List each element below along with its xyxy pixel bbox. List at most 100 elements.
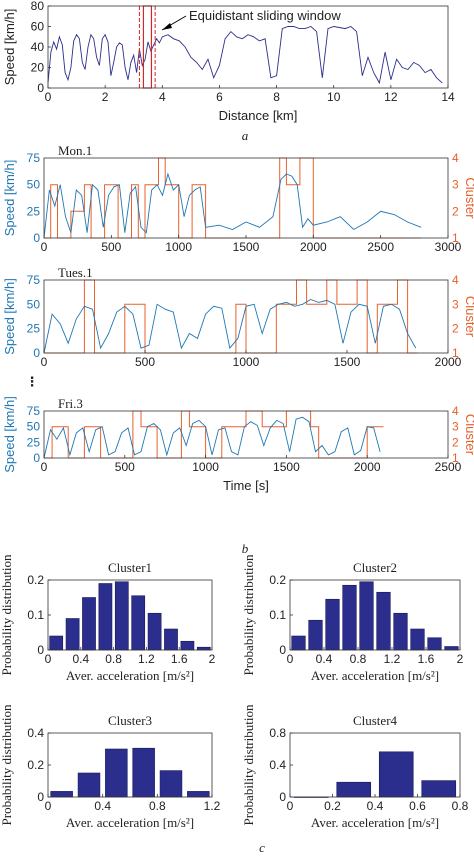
x-tick-label-c4: 0.8: [452, 799, 469, 813]
x-tick-label-c4: 0.6: [409, 799, 426, 813]
x-axis-label-c1: Aver. acceleration [m/s²]: [66, 668, 194, 683]
x-tick-label-a: 10: [327, 90, 341, 104]
y2-tick-label-b3: 2: [452, 435, 459, 449]
x-tick-label-c3: 0.4: [94, 799, 111, 813]
y2-tick-label-b1: 2: [452, 204, 459, 218]
x-tick-label-b1: 500: [101, 240, 121, 254]
x-tick-label-b1: 1500: [233, 240, 260, 254]
cluster-line-b2: [44, 279, 418, 354]
y2-tick-label-b2: 3: [452, 297, 459, 311]
y-tick-label-c3: 0: [37, 790, 44, 804]
y-axis-label-b3: Speed [km/h]: [2, 396, 17, 473]
y-tick-label-b3: 0: [33, 451, 40, 465]
histogram-bar-c2: [393, 612, 408, 651]
histogram-bar-c1: [147, 612, 162, 651]
ellipsis-dots: ⋮: [26, 374, 39, 389]
y-tick-label-c2: 0.1: [269, 608, 286, 622]
y-tick-label-c2: 0: [279, 643, 286, 657]
x-tick-label-c2: 1.2: [384, 652, 401, 666]
histogram-bar-c2: [342, 584, 357, 651]
x-tick-label-a: 2: [102, 90, 109, 104]
x-axis-label-b3: Time [s]: [223, 478, 269, 493]
annotation-text: Equidistant sliding window: [189, 8, 341, 23]
cluster-line-b3: [44, 410, 384, 459]
speed-line-b3: [43, 416, 381, 459]
x-tick-label-c4: 0: [287, 799, 294, 813]
y2-tick-label-b3: 3: [452, 420, 459, 434]
y-axis-label-c3: Probability distribution: [0, 704, 14, 825]
y-axis-label-b1: Speed [km/h]: [2, 160, 17, 237]
chart-title-b2: Tues.1: [58, 265, 93, 280]
x-tick-label-b2: 0: [41, 355, 48, 369]
x-tick-label-a: 6: [216, 90, 223, 104]
y-tick-label-a: 20: [31, 61, 45, 75]
y-tick-label-c3: 0.2: [27, 758, 44, 772]
x-tick-label-c3: 0: [45, 799, 52, 813]
chart-title-c2: Cluster2: [353, 560, 397, 575]
chart-title-b1: Mon.1: [58, 143, 92, 158]
histogram-bar-c3: [159, 770, 183, 798]
y-tick-label-b1: 50: [27, 178, 41, 192]
x-tick-label-c1: 1.6: [171, 652, 188, 666]
x-tick-label-b1: 3000: [435, 240, 462, 254]
y-tick-label-c1: 0.2: [27, 573, 44, 587]
x-tick-label-a: 0: [45, 90, 52, 104]
histogram-bar-c2: [376, 591, 391, 651]
y-tick-label-b1: 0: [33, 231, 40, 245]
histogram-bar-c3: [105, 748, 128, 798]
chart-title-c4: Cluster4: [353, 713, 398, 728]
panel-label-a: a: [242, 128, 249, 143]
x-tick-label-b2: 1500: [334, 355, 361, 369]
y-tick-label-b3: 75: [27, 404, 41, 418]
x-axis-label-a: Distance [km]: [219, 108, 298, 123]
x-tick-label-b3: 1500: [273, 460, 300, 474]
y-axis-label-a: Speed [km/h]: [2, 9, 17, 86]
x-tick-label-c2: 0.8: [350, 652, 367, 666]
y-tick-label-a: 40: [31, 40, 45, 54]
x-tick-label-c1: 0.4: [72, 652, 89, 666]
histogram-bar-c2: [308, 619, 323, 651]
annotation-arrowhead: [162, 23, 172, 30]
y2-tick-label-b1: 3: [452, 178, 459, 192]
x-tick-label-b3: 2000: [354, 460, 381, 474]
chart-title-b3: Fri.3: [58, 396, 83, 411]
histogram-bar-c2: [427, 637, 442, 651]
histogram-bar-c3: [132, 747, 155, 798]
x-tick-label-c2: 0.4: [316, 652, 333, 666]
y2-tick-label-b2: 2: [452, 322, 459, 336]
x-tick-label-b1: 1000: [165, 240, 192, 254]
x-tick-label-a: 8: [273, 90, 280, 104]
y-tick-label-c2: 0.2: [269, 573, 286, 587]
x-axis-label-c3: Aver. acceleration [m/s²]: [66, 815, 194, 830]
histogram-bar-c3: [77, 772, 101, 798]
y-tick-label-b3: 25: [27, 435, 41, 449]
histogram-bar-c1: [180, 640, 195, 651]
y-tick-label-b2: 50: [27, 297, 41, 311]
y-tick-label-c3: 0.4: [27, 726, 44, 740]
x-tick-label-c1: 0: [45, 652, 52, 666]
y-tick-label-c4: 0.8: [269, 726, 286, 740]
panel-label-c: c: [259, 840, 265, 855]
x-tick-label-c2: 0: [287, 652, 294, 666]
y-axis-label-c2: Probability distribution: [241, 554, 256, 675]
x-tick-label-b3: 1000: [192, 460, 219, 474]
histogram-bar-c1: [65, 618, 80, 651]
y-tick-label-b1: 75: [27, 151, 41, 165]
x-tick-label-c1: 2: [209, 652, 216, 666]
chart-title-c1: Cluster1: [108, 560, 152, 575]
x-tick-label-c1: 1.2: [138, 652, 155, 666]
histogram-bar-c1: [131, 595, 146, 651]
histogram-bar-c2: [325, 598, 340, 651]
x-tick-label-a: 4: [159, 90, 166, 104]
y-axis-label-c1: Probability distribution: [0, 554, 14, 675]
histogram-bar-c4: [336, 781, 372, 798]
y-tick-label-b2: 25: [27, 322, 41, 336]
y-tick-label-a: 60: [31, 20, 45, 34]
x-tick-label-b3: 500: [115, 460, 135, 474]
y2-tick-label-b2: 1: [452, 346, 459, 360]
chart-title-c3: Cluster3: [108, 713, 152, 728]
y-tick-label-c1: 0.1: [27, 608, 44, 622]
x-tick-label-b1: 2000: [300, 240, 327, 254]
histogram-bar-c1: [114, 581, 129, 651]
